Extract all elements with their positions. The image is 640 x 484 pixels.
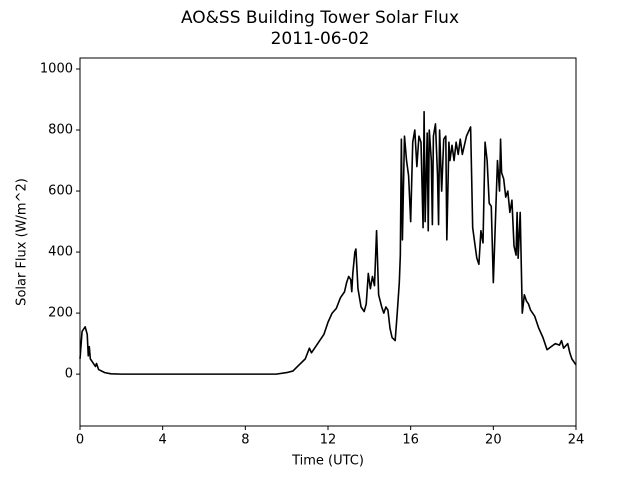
chart-subtitle: 2011-06-02 [271, 29, 370, 49]
x-tick-label: 12 [320, 433, 337, 448]
x-axis-label: Time (UTC) [291, 454, 364, 469]
x-tick-label: 8 [241, 433, 249, 448]
y-tick-label: 400 [48, 245, 73, 260]
y-tick-label: 600 [48, 184, 73, 199]
plot-frame [79, 57, 577, 427]
x-tick-label: 20 [485, 433, 502, 448]
y-tick-label: 1000 [40, 61, 73, 76]
x-tick-label: 4 [159, 433, 167, 448]
y-tick-label: 0 [65, 367, 73, 382]
x-tick-label: 16 [402, 433, 419, 448]
chart-title: AO&SS Building Tower Solar Flux [181, 8, 459, 28]
y-axis-label: Solar Flux (W/m^2) [15, 178, 30, 306]
data-line [79, 110, 577, 375]
y-tick-label: 200 [48, 306, 73, 321]
x-tick-label: 0 [76, 433, 84, 448]
x-tick-label: 24 [568, 433, 585, 448]
y-tick-label: 800 [48, 123, 73, 138]
